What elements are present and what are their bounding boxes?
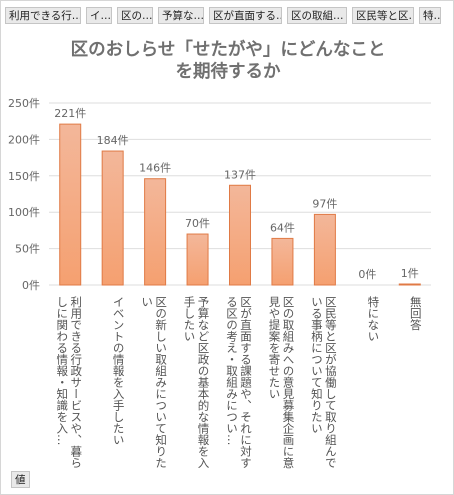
filter-bar: 利用できる行… イ… 区の… 予算な… 区が直面する… 区の取組… 区民等と区… 特… — [5, 7, 451, 29]
chart-title: 区のおしらせ「せたがや」にどんなこと を期待するか — [1, 39, 453, 83]
value-field-chip[interactable]: 値 — [11, 471, 30, 488]
bar-6[interactable] — [271, 237, 294, 286]
data-label-9: 1件 — [401, 267, 419, 280]
bar-5[interactable] — [229, 184, 251, 286]
data-label-8: 0件 — [358, 268, 376, 281]
svg-text:区の取組みへの意見募集企画に意: 区の取組みへの意見募集企画に意 — [281, 296, 295, 469]
filter-chip-1[interactable]: 利用できる行… — [5, 7, 81, 24]
y-tick-label: 250件 — [8, 97, 40, 110]
data-label-7: 97件 — [312, 197, 337, 210]
svg-text:い: い — [140, 296, 154, 308]
x-tick-label-5: 区が直面する課題や、それに対する区の考え・取組みについ… — [225, 296, 253, 469]
svg-text:手したい: 手したい — [183, 295, 197, 342]
svg-text:いる事柄について知りたい: いる事柄について知りたい — [310, 296, 324, 434]
filter-chip-3[interactable]: 区の… — [117, 7, 153, 24]
y-tick-label: 100件 — [8, 206, 40, 219]
filter-chip-5[interactable]: 区が直面する… — [209, 7, 282, 24]
svg-text:無回答: 無回答 — [409, 295, 423, 331]
bar-1[interactable] — [59, 123, 82, 286]
y-tick-label: 50件 — [15, 243, 40, 256]
y-tick-label: 200件 — [8, 133, 40, 146]
x-tick-label-9: 無回答 — [409, 295, 423, 331]
bar-4[interactable] — [186, 233, 209, 286]
data-label-4: 70件 — [185, 217, 210, 230]
svg-text:区が直面する課題や、それに対す: 区が直面する課題や、それに対す — [239, 296, 253, 469]
filter-chip-4[interactable]: 予算な… — [158, 7, 204, 24]
data-label-5: 137件 — [224, 168, 256, 181]
svg-text:しに関わる情報・知識を入…: しに関わる情報・知識を入… — [55, 296, 69, 446]
svg-text:予算など区政の基本的な情報を入: 予算など区政の基本的な情報を入 — [197, 296, 211, 469]
y-tick-label: 0件 — [22, 279, 40, 292]
data-label-1: 221件 — [54, 107, 86, 120]
data-label-6: 64件 — [270, 221, 295, 234]
svg-text:利用できる行政サービスや、暮ら: 利用できる行政サービスや、暮ら — [69, 296, 83, 469]
svg-text:る区の考え・取組みについ…: る区の考え・取組みについ… — [225, 296, 239, 446]
bar-2[interactable] — [101, 150, 124, 286]
filter-chip-6[interactable]: 区の取組… — [287, 7, 347, 24]
bar-7[interactable] — [313, 213, 336, 286]
svg-text:見や提案を寄せたい: 見や提案を寄せたい — [267, 296, 281, 400]
filter-chip-2[interactable]: イ… — [86, 7, 112, 24]
filter-chip-7[interactable]: 区民等と区… — [352, 7, 414, 24]
svg-text:区民等と区が協働して取り組んで: 区民等と区が協働して取り組んで — [324, 296, 338, 469]
bar-3[interactable] — [144, 178, 167, 286]
chart-title-line-1: 区のおしらせ「せたがや」にどんなこと — [70, 40, 386, 60]
svg-text:イベントの情報を入手したい: イベントの情報を入手したい — [112, 296, 126, 446]
x-tick-label-1: 利用できる行政サービスや、暮らしに関わる情報・知識を入… — [55, 296, 83, 469]
filter-chip-8[interactable]: 特… — [419, 7, 441, 24]
svg-text:区の新しい取組みについて知りた: 区の新しい取組みについて知りた — [154, 296, 168, 469]
bar-9[interactable] — [398, 283, 421, 286]
data-label-2: 184件 — [97, 134, 129, 147]
svg-text:特にない: 特にない — [366, 295, 380, 342]
x-tick-label-8: 特にない — [366, 295, 380, 342]
x-tick-label-2: イベントの情報を入手したい — [112, 296, 126, 446]
chart-title-line-2: を期待するか — [175, 62, 281, 82]
y-tick-label: 150件 — [8, 170, 40, 183]
data-label-3: 146件 — [139, 162, 171, 175]
